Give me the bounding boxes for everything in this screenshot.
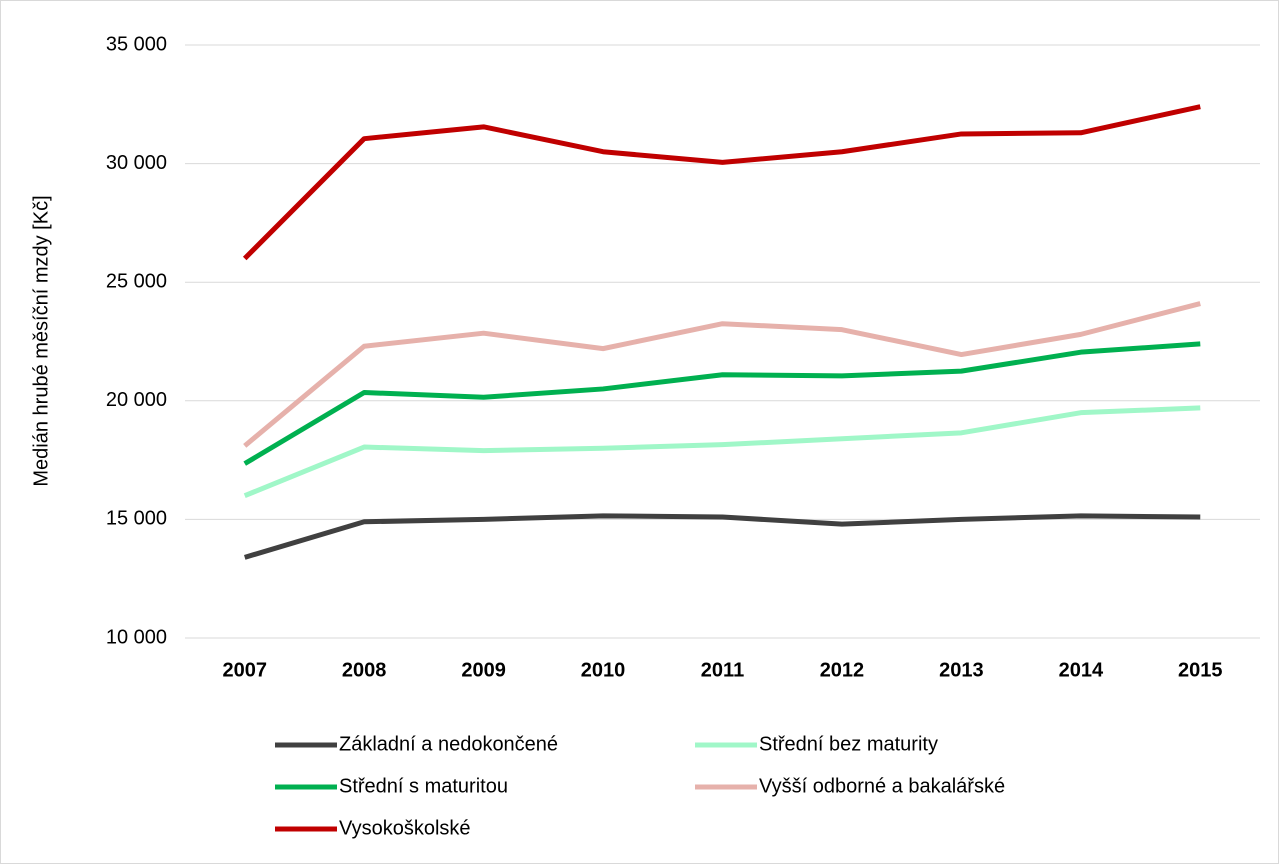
x-tick-label: 2007: [222, 659, 267, 681]
y-axis-label: Medián hrubé měsíční mzdy [Kč]: [30, 195, 52, 486]
x-tick-label: 2013: [939, 659, 984, 681]
y-tick-label: 10 000: [106, 626, 167, 648]
x-tick-label: 2010: [581, 659, 626, 681]
x-tick-label: 2008: [342, 659, 387, 681]
x-tick-label: 2015: [1178, 659, 1223, 681]
x-tick-label: 2012: [820, 659, 865, 681]
series-line: [242, 104, 1201, 261]
legend-label: Vyšší odborné a bakalářské: [759, 775, 1005, 797]
legend-label: Vysokoškolské: [339, 817, 471, 839]
legend-label: Střední s maturitou: [339, 775, 508, 797]
x-tick-label: 2011: [701, 659, 744, 681]
x-tick-label: 2009: [461, 659, 506, 681]
series-line: [243, 405, 1201, 498]
y-tick-label: 25 000: [106, 270, 167, 292]
y-tick-label: 15 000: [106, 508, 167, 530]
series-line: [243, 341, 1201, 466]
y-tick-label: 35 000: [106, 33, 167, 55]
y-tick-label: 20 000: [106, 389, 167, 411]
series-line: [243, 301, 1201, 448]
legend-label: Střední bez maturity: [759, 733, 938, 755]
y-tick-label: 30 000: [106, 152, 167, 174]
x-tick-label: 2014: [1059, 659, 1104, 681]
series-line: [244, 513, 1201, 560]
legend-label: Základní a nedokončené: [339, 733, 558, 755]
